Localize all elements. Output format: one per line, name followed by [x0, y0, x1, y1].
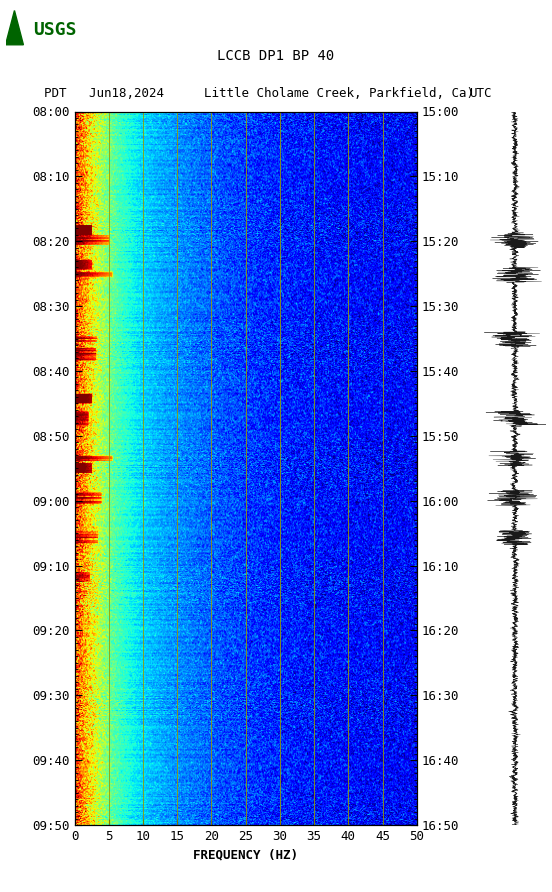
Text: Little Cholame Creek, Parkfield, Ca): Little Cholame Creek, Parkfield, Ca) — [204, 87, 474, 101]
Text: LCCB DP1 BP 40: LCCB DP1 BP 40 — [217, 49, 335, 63]
Text: PDT   Jun18,2024: PDT Jun18,2024 — [44, 87, 164, 101]
Text: UTC: UTC — [469, 87, 492, 101]
Text: USGS: USGS — [33, 21, 77, 38]
X-axis label: FREQUENCY (HZ): FREQUENCY (HZ) — [193, 848, 298, 862]
Polygon shape — [6, 11, 23, 45]
